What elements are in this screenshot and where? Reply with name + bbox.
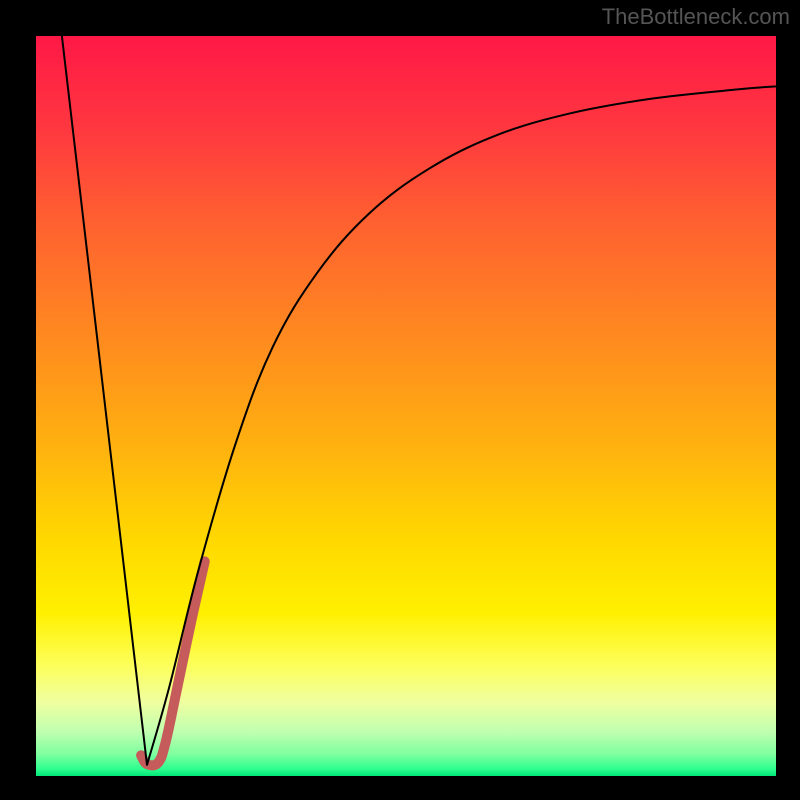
chart-background-gradient bbox=[36, 36, 776, 776]
chart-plot-area bbox=[36, 36, 776, 776]
watermark-text: TheBottleneck.com bbox=[602, 4, 790, 30]
